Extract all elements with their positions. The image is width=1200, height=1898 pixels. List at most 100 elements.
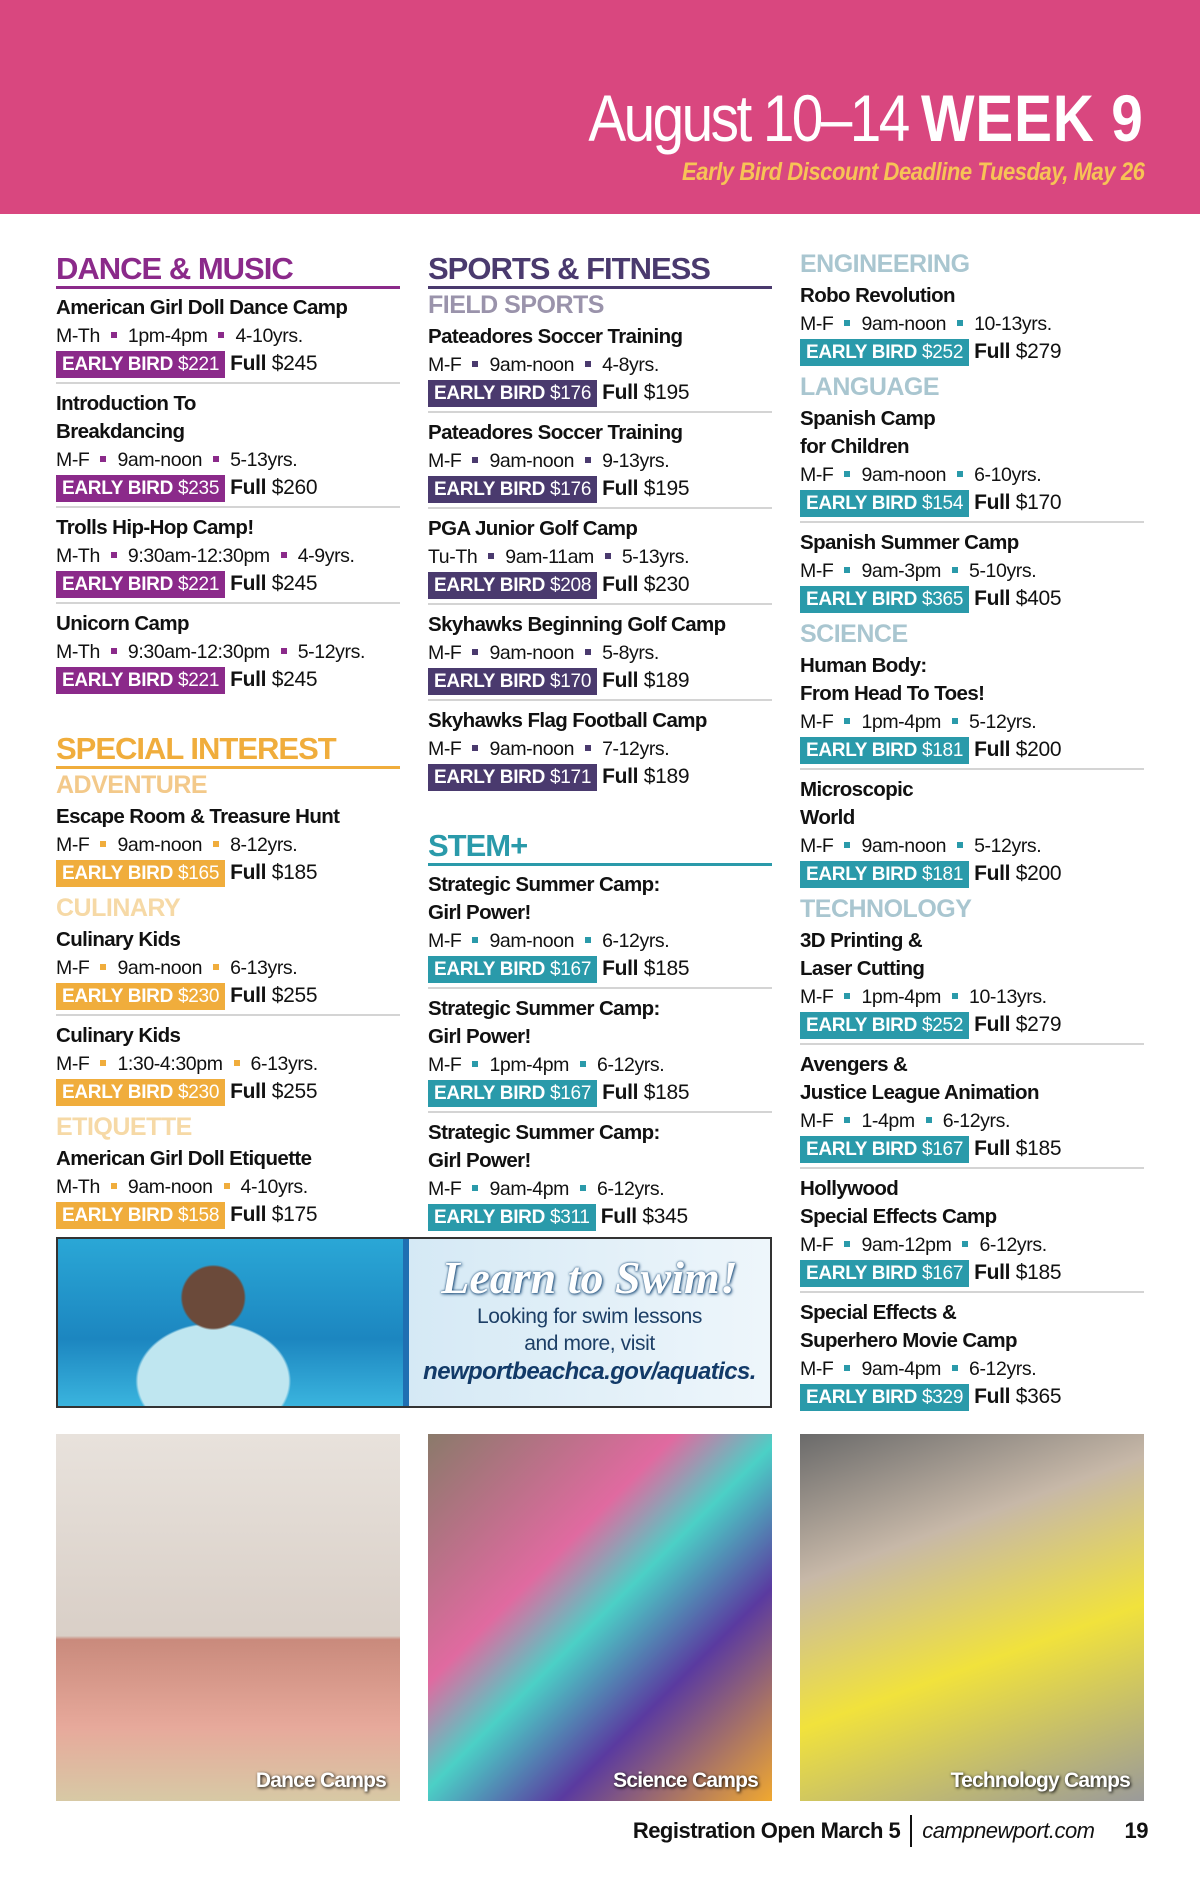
camp-listing[interactable]: Avengers & Justice League Animation M-F 1-4…: [800, 1048, 1144, 1169]
banner-line: and more, visit: [524, 1332, 655, 1355]
camp-listing[interactable]: Spanish Summer Camp M-F 9am-3pm 5-10yrs. EAR…: [800, 526, 1144, 617]
column-right: ENGINEERING Robo Revolution M-F 9am-noon 10-…: [800, 250, 1144, 1418]
camp-listing[interactable]: Microscopic World M-F 9am-noon 5-12yrs. EARLY…: [800, 773, 1144, 892]
page-footer: Registration Open March 5 campnewport.co…: [633, 1815, 1149, 1847]
early-bird-badge: EARLY BIRD $167: [800, 1136, 970, 1163]
camp-pricing: EARLY BIRD $154 Full $170: [800, 489, 1144, 517]
section-heading: STEM+: [428, 829, 772, 866]
early-bird-price: $230: [178, 986, 220, 1007]
camp-listing[interactable]: Hollywood Special Effects Camp M-F 9am-12pm…: [800, 1172, 1144, 1293]
camp-listing[interactable]: Culinary Kids M-F 9am-noon 6-13yrs. EARLY BI…: [56, 923, 400, 1016]
early-bird-badge: EARLY BIRD $154: [800, 490, 970, 517]
camp-ages: 6-12yrs.: [597, 1054, 665, 1076]
early-bird-deadline: Early Bird Discount Deadline Tuesday, Ma…: [681, 158, 1145, 186]
camp-time: 9am-4pm: [861, 1358, 942, 1380]
camp-listing[interactable]: Special Effects & Superhero Movie Camp M-F…: [800, 1296, 1144, 1415]
bullet-icon: [844, 842, 851, 848]
early-bird-label: EARLY BIRD: [806, 1387, 918, 1408]
early-bird-label: EARLY BIRD: [806, 589, 918, 610]
full-label: Full: [974, 491, 1011, 514]
full-label: Full: [230, 1080, 267, 1103]
camp-listing[interactable]: 3D Printing & Laser Cutting M-F 1pm-4pm 10-1…: [800, 924, 1144, 1045]
early-bird-badge: EARLY BIRD $181: [800, 737, 970, 764]
camp-name: Girl Power!: [428, 1149, 531, 1172]
camp-ages: 4-10yrs.: [235, 325, 303, 347]
full-price-value: $170: [1015, 491, 1062, 514]
early-bird-price: $208: [550, 575, 592, 596]
early-bird-price: $181: [922, 864, 964, 885]
bullet-icon: [213, 841, 220, 847]
camp-ages: 6-12yrs.: [597, 1178, 665, 1200]
camp-listing[interactable]: American Girl Doll Dance Camp M-Th 1pm-4pm…: [56, 291, 400, 384]
camp-listing[interactable]: Unicorn Camp M-Th 9:30am-12:30pm 5-12yrs. EA…: [56, 607, 400, 698]
camp-listing[interactable]: Strategic Summer Camp: Girl Power! M-F 9am-…: [428, 868, 772, 989]
early-bird-label: EARLY BIRD: [62, 478, 174, 499]
early-bird-price: $311: [550, 1207, 590, 1228]
early-bird-badge: EARLY BIRD $165: [56, 860, 226, 887]
camp-listing[interactable]: Human Body: From Head To Toes! M-F 1pm-4pm 5…: [800, 649, 1144, 770]
camp-listing[interactable]: Pateadores Soccer Training M-F 9am-noon 4-8…: [428, 320, 772, 413]
camp-listing[interactable]: Escape Room & Treasure Hunt M-F 9am-noon 8-…: [56, 800, 400, 891]
camp-ages: 6-12yrs.: [979, 1234, 1047, 1256]
early-bird-badge: EARLY BIRD $311: [428, 1204, 596, 1231]
learn-to-swim-banner[interactable]: Learn to Swim! Looking for swim lessons …: [56, 1237, 772, 1408]
banner-line: Looking for swim lessons: [477, 1305, 702, 1328]
camp-name: World: [800, 806, 855, 829]
camp-time: 9am-noon: [489, 354, 575, 376]
camp-name: American Girl Doll Dance Camp: [56, 296, 348, 319]
camp-listing[interactable]: Skyhawks Flag Football Camp M-F 9am-noon 7-…: [428, 704, 772, 795]
early-bird-label: EARLY BIRD: [434, 767, 546, 788]
camp-listing[interactable]: Pateadores Soccer Training M-F 9am-noon 9-1…: [428, 416, 772, 509]
bullet-icon: [223, 1183, 230, 1189]
camp-listing[interactable]: Culinary Kids M-F 1:30-4:30pm 6-13yrs. EARLY…: [56, 1019, 400, 1110]
early-bird-badge: EARLY BIRD $176: [428, 476, 598, 503]
full-price-value: $245: [271, 572, 318, 595]
bullet-icon: [100, 1060, 107, 1066]
early-bird-badge: EARLY BIRD $158: [56, 1202, 226, 1229]
camp-listing[interactable]: PGA Junior Golf Camp Tu-Th 9am-11am 5-13yrs…: [428, 512, 772, 605]
camp-listing[interactable]: Introduction To Breakdancing M-F 9am-noon 5-…: [56, 387, 400, 508]
camp-name: Justice League Animation: [800, 1081, 1039, 1104]
camp-listing[interactable]: Strategic Summer Camp: Girl Power! M-F 1pm-…: [428, 992, 772, 1113]
camp-days: M-F: [800, 464, 834, 486]
camp-time: 9am-12pm: [861, 1234, 952, 1256]
camp-name: Pateadores Soccer Training: [428, 325, 683, 348]
full-price-value: $185: [643, 1081, 690, 1104]
full-price: Full $255: [230, 1080, 318, 1103]
camp-pricing: EARLY BIRD $167 Full $185: [428, 955, 772, 983]
aquatics-link[interactable]: newportbeachca.gov/aquatics.: [423, 1358, 756, 1385]
camp-name: Culinary Kids: [56, 928, 181, 951]
camp-listing[interactable]: Spanish Camp for Children M-F 9am-noon 6-10y…: [800, 402, 1144, 523]
camp-schedule: M-F 1pm-4pm 5-12yrs.: [800, 708, 1144, 736]
full-price: Full $200: [974, 738, 1062, 761]
camp-ages: 5-12yrs.: [969, 711, 1037, 733]
camp-listing[interactable]: Robo Revolution M-F 9am-noon 10-13yrs. EARLY…: [800, 279, 1144, 370]
full-price: Full $245: [230, 572, 318, 595]
camp-time: 9am-noon: [489, 450, 575, 472]
camp-name: 3D Printing &: [800, 929, 923, 952]
bullet-icon: [962, 1241, 969, 1247]
camp-time: 1-4pm: [861, 1110, 915, 1132]
camp-schedule: M-F 9am-12pm 6-12yrs.: [800, 1231, 1144, 1259]
camp-time: 1pm-4pm: [861, 986, 942, 1008]
camp-listing[interactable]: Trolls Hip-Hop Camp! M-Th 9:30am-12:30pm 4-…: [56, 511, 400, 604]
camp-pricing: EARLY BIRD $221 Full $245: [56, 350, 400, 378]
bullet-icon: [585, 361, 592, 367]
camp-schedule: M-Th 9am-noon 4-10yrs.: [56, 1173, 400, 1201]
early-bird-label: EARLY BIRD: [434, 671, 546, 692]
full-price: Full $185: [602, 1081, 690, 1104]
early-bird-price: $329: [922, 1387, 964, 1408]
camp-ages: 4-9yrs.: [297, 545, 355, 567]
camp-listing[interactable]: Skyhawks Beginning Golf Camp M-F 9am-noon 5…: [428, 608, 772, 701]
camp-listing[interactable]: American Girl Doll Etiquette M-Th 9am-noon…: [56, 1142, 400, 1233]
bullet-icon: [233, 1060, 240, 1066]
full-price-value: $255: [271, 1080, 318, 1103]
website-link[interactable]: campnewport.com: [922, 1818, 1095, 1843]
camp-name: PGA Junior Golf Camp: [428, 517, 638, 540]
camp-days: M-F: [800, 986, 834, 1008]
footer-divider: [910, 1815, 913, 1847]
early-bird-label: EARLY BIRD: [806, 1015, 918, 1036]
camp-listing[interactable]: Strategic Summer Camp: Girl Power! M-F 9am-…: [428, 1116, 772, 1235]
early-bird-label: EARLY BIRD: [434, 383, 546, 404]
full-label: Full: [602, 765, 639, 788]
